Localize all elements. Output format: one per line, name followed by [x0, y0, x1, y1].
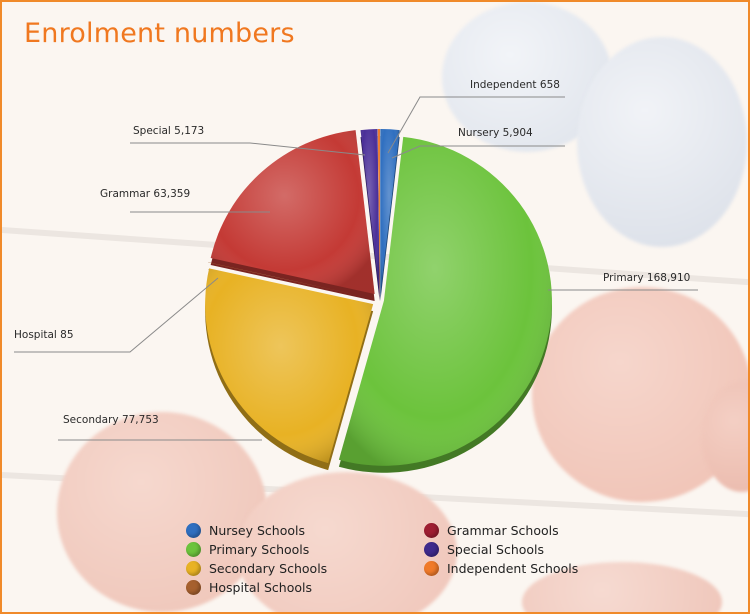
slice-label-secondary: Secondary 77,753: [63, 414, 159, 426]
slice-label-special: Special 5,173: [133, 125, 204, 137]
abacus-bead: [577, 37, 747, 247]
leader-line-nursery: [391, 145, 565, 159]
pie-slice-gloss-hospital: [208, 262, 373, 299]
pie-slice-gloss-primary: [338, 136, 552, 466]
pie-slice-gloss-grammar: [210, 130, 375, 295]
slice-label-hospital: Hospital 85: [14, 329, 74, 341]
slice-label-grammar: Grammar 63,359: [100, 188, 190, 200]
pie-slice-gloss-special: [360, 129, 380, 295]
abacus-bead: [57, 412, 267, 612]
leader-line-hospital: [14, 277, 219, 353]
abacus-bead: [237, 472, 457, 612]
leader-line-special: [130, 142, 366, 156]
slice-label-primary: Primary 168,910: [603, 272, 690, 284]
pie-slice-gloss-secondary: [205, 268, 374, 464]
slice-label-independent: Independent 658: [470, 79, 560, 91]
pie-slice-gloss-nursery: [380, 129, 400, 295]
chart-title: Enrolment numbers: [24, 18, 295, 49]
slice-label-nursery: Nursery 5,904: [458, 127, 533, 139]
leader-line-independent: [387, 96, 565, 154]
pie-slice-gloss-independent: [377, 129, 380, 295]
